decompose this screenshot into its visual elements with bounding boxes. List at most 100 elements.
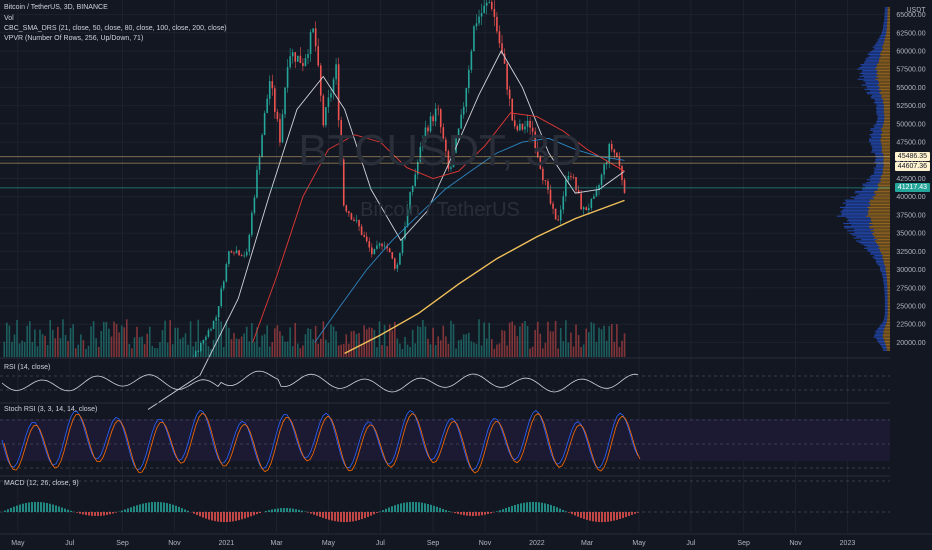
candle-body — [360, 226, 363, 235]
candle-body — [542, 168, 544, 181]
macd-histogram-bar — [592, 512, 594, 522]
vpvr-up-bar — [880, 34, 886, 37]
candle-body — [309, 32, 312, 55]
vpvr-up-bar — [841, 214, 868, 216]
volume-bar — [342, 344, 345, 357]
macd-title[interactable]: MACD (12, 26, close, 9) — [4, 480, 79, 487]
vpvr-up-bar — [873, 173, 883, 175]
vpvr-down-bar — [869, 208, 890, 210]
vpvr-down-bar — [882, 173, 890, 175]
volume-bar — [468, 332, 470, 357]
vpvr-down-bar — [884, 119, 890, 121]
symbol-title[interactable]: Bitcoin / TetherUS, 3D, BINANCE — [4, 4, 108, 11]
volume-bar — [404, 336, 406, 357]
macd-histogram-bar — [61, 507, 63, 512]
candle-body — [575, 177, 577, 191]
vpvr-down-bar — [881, 145, 890, 147]
vpvr-down-bar — [882, 46, 890, 48]
vpvr-up-bar — [872, 256, 883, 258]
volume-legend[interactable]: Vol — [4, 15, 14, 22]
macd-histogram-bar — [331, 512, 333, 521]
volume-bar — [263, 334, 266, 357]
stoch-d-line — [3, 412, 641, 474]
volume-bar — [519, 326, 521, 357]
volume-bar — [332, 326, 335, 357]
vpvr-up-bar — [874, 126, 883, 128]
vpvr-down-bar — [880, 139, 890, 141]
time-tick-label: Mar — [270, 540, 283, 547]
volume-bar — [41, 334, 44, 357]
volume-bar — [552, 331, 554, 357]
vpvr-down-bar — [880, 138, 890, 140]
macd-histogram-bar — [601, 512, 603, 523]
vpvr-up-bar — [868, 52, 881, 54]
vpvr-down-bar — [881, 96, 890, 98]
macd-histogram-bar — [463, 512, 465, 516]
candle-body — [294, 52, 297, 62]
volume-bar — [166, 342, 169, 357]
stoch-rsi-title[interactable]: Stoch RSI (3, 3, 14, 14, close) — [4, 406, 98, 413]
vpvr-down-bar — [882, 336, 890, 338]
rsi-title[interactable]: RSI (14, close) — [4, 364, 51, 371]
vpvr-up-bar — [879, 36, 886, 38]
vpvr-up-bar — [884, 310, 888, 312]
candle-body — [570, 175, 572, 177]
candle-body — [447, 151, 450, 169]
vpvr-up-bar — [877, 339, 885, 341]
candle-body — [508, 89, 511, 99]
vpvr-down-bar — [871, 221, 890, 223]
vpvr-legend[interactable]: VPVR (Number Of Rows, 256, Up/Down, 71) — [4, 35, 144, 42]
price-tick-label: 45000.00 — [896, 158, 925, 165]
macd-histogram-bar — [628, 512, 630, 516]
volume-bar — [312, 339, 314, 357]
macd-histogram-bar — [352, 512, 354, 522]
volume-bar — [235, 338, 238, 357]
vpvr-down-bar — [870, 204, 890, 206]
volume-bar — [409, 346, 411, 357]
volume-bar — [473, 342, 475, 357]
macd-histogram-bar — [535, 501, 537, 512]
vpvr-down-bar — [870, 217, 890, 219]
volume-bar — [215, 322, 217, 357]
time-axis[interactable]: May Jul Sep Nov 2021 Mar May Jul Sep Nov 2022 Mar Ma… — [0, 533, 932, 550]
macd-histogram-bar — [145, 502, 147, 512]
vpvr-down-bar — [868, 202, 890, 204]
macd-histogram-bar — [67, 509, 69, 512]
vpvr-up-bar — [884, 301, 888, 303]
vpvr-down-bar — [883, 106, 890, 108]
candle-body — [225, 263, 228, 282]
vpvr-up-bar — [875, 43, 884, 45]
vpvr-up-bar — [880, 269, 886, 271]
candle-body — [238, 250, 240, 256]
volume-bar — [222, 347, 225, 357]
vpvr-down-bar — [881, 142, 890, 144]
candle-body — [539, 156, 542, 169]
candle-body — [348, 211, 350, 214]
volume-bar — [105, 322, 108, 357]
vpvr-up-bar — [882, 348, 887, 350]
vpvr-down-bar — [883, 99, 890, 101]
volume-bar — [154, 348, 156, 357]
price-axis[interactable]: 65000.00 62500.00 60000.00 57500.00 55000.00… — [890, 0, 932, 550]
volume-bar — [557, 348, 559, 357]
vpvr-up-bar — [867, 87, 880, 89]
volume-bar — [118, 332, 120, 357]
vpvr-down-bar — [887, 20, 890, 22]
volume-bar — [419, 327, 422, 357]
macd-histogram-bar — [319, 512, 321, 517]
macd-histogram-bar — [391, 506, 393, 512]
volume-bar — [207, 346, 210, 357]
vpvr-up-bar — [869, 141, 881, 143]
volume-bar — [485, 338, 488, 357]
macd-histogram-bar — [115, 512, 117, 513]
vpvr-down-bar — [884, 265, 890, 267]
horizontal-levels — [0, 156, 890, 189]
volume-bar — [271, 342, 274, 357]
vpvr-up-bar — [857, 68, 876, 70]
candle-body — [455, 138, 457, 153]
sma-legend[interactable]: CBC_SMA_DRS (21, close, 50, close, 80, c… — [4, 25, 227, 32]
volume-bar — [623, 333, 626, 357]
macd-histogram-bar — [364, 512, 366, 519]
vpvr-up-bar — [884, 11, 888, 13]
